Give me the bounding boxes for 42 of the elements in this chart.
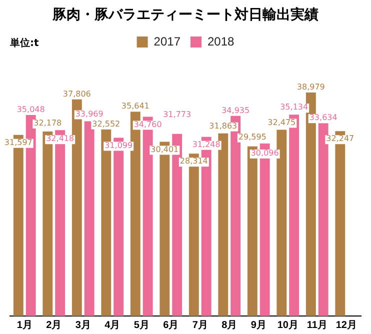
data-label: 32,178 (34, 118, 62, 128)
data-label: 37,806 (62, 89, 91, 98)
data-label: 32,418 (46, 134, 74, 144)
data-label: 32,552 (92, 119, 120, 128)
bar (276, 130, 287, 316)
bar (218, 133, 228, 316)
data-label: 28,314 (180, 156, 208, 166)
data-label: 35,048 (16, 105, 45, 114)
x-tick-label: 8月 (222, 320, 238, 331)
x-tick-label: 4月 (104, 320, 120, 331)
x-tick-label: 11月 (306, 320, 328, 331)
x-tick-label: 9月 (250, 320, 266, 331)
x-tick-label: 6月 (163, 320, 179, 331)
data-label: 33,634 (309, 113, 338, 122)
x-tick-label: 3月 (75, 320, 91, 331)
data-label: 29,595 (238, 132, 266, 142)
x-tick-label: 1月 (16, 320, 32, 331)
data-label: 34,760 (134, 120, 162, 129)
data-label: 34,935 (222, 106, 250, 115)
data-label: 35,641 (121, 102, 150, 111)
data-label: 31,863 (209, 121, 238, 130)
data-label: 31,248 (192, 140, 220, 149)
x-tick-label: 10月 (277, 320, 298, 331)
chart-title: 豚肉・豚バラエティーミート対日輸出実績 (52, 6, 320, 24)
data-label: 33,969 (75, 109, 104, 118)
data-label: 30,401 (150, 144, 179, 154)
legend-label: 2017 (154, 34, 181, 48)
x-tick-label: 2月 (46, 320, 62, 331)
data-label: 31,597 (4, 138, 32, 147)
text: 単位:t (10, 36, 39, 50)
x-tick-label: 7月 (192, 320, 208, 331)
data-label: 30,096 (250, 148, 279, 158)
x-tick-label: 5月 (134, 320, 150, 331)
data-label: 38,979 (296, 82, 325, 92)
data-label: 31,099 (104, 140, 133, 150)
data-label: 31,773 (163, 110, 192, 119)
legend-label: 2018 (208, 34, 235, 48)
bar (84, 121, 94, 316)
data-label: 35,134 (280, 102, 308, 112)
data-label: 32,475 (268, 118, 296, 127)
x-tick-label: 12月 (336, 320, 357, 331)
data-label: 32,247 (326, 134, 354, 144)
